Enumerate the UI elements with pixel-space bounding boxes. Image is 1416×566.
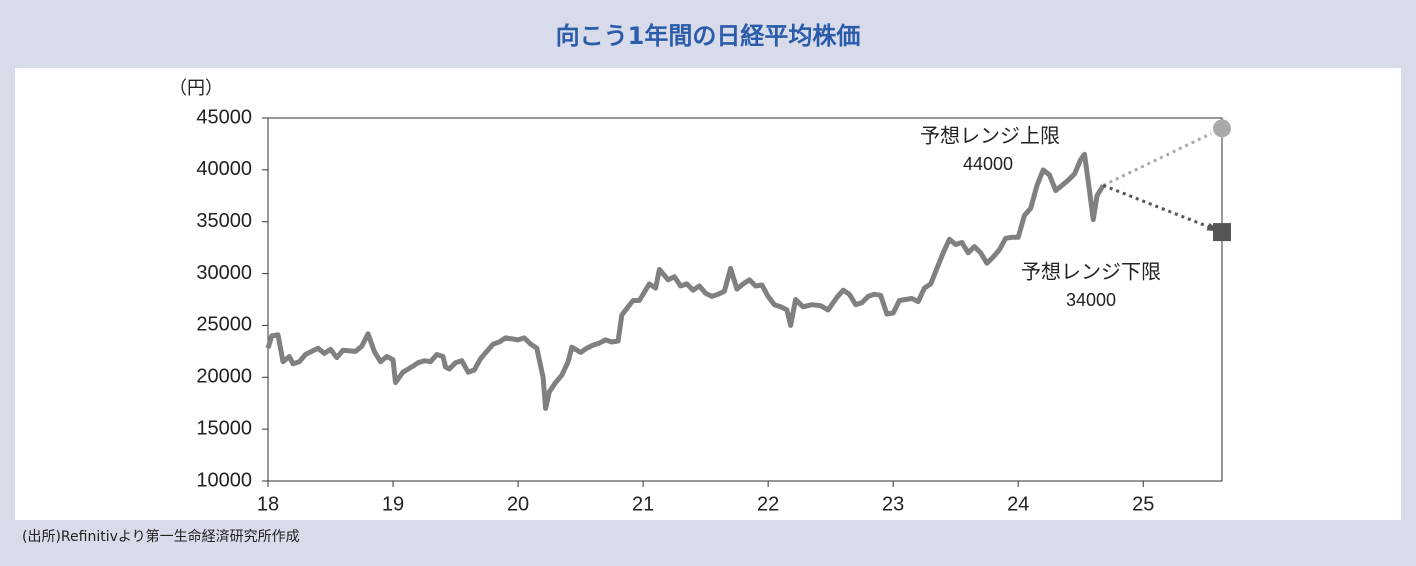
x-tick-label: 25 — [1132, 493, 1154, 515]
y-tick-label: 45000 — [196, 106, 252, 128]
x-tick-label: 20 — [507, 493, 529, 515]
x-tick-label: 18 — [257, 493, 279, 515]
y-tick-label: 30000 — [196, 262, 252, 284]
y-tick-label: 40000 — [196, 158, 252, 180]
forecast-upper-marker — [1213, 119, 1231, 138]
y-tick-label: 25000 — [196, 314, 252, 336]
y-tick-label: 15000 — [196, 417, 252, 439]
plot-frame — [267, 117, 1223, 482]
x-tick-label: 23 — [882, 493, 904, 515]
x-tick-label: 21 — [632, 493, 654, 515]
forecast-lower-value: 34000 — [1066, 290, 1116, 310]
y-tick-label: 10000 — [196, 469, 252, 491]
forecast-lower-marker — [1213, 223, 1231, 242]
x-tick-label: 22 — [757, 493, 779, 515]
y-tick-label: 20000 — [196, 366, 252, 388]
forecast-line — [1102, 132, 1212, 187]
source: (出所)Refinitivより第一生命経済研究所作成 — [22, 528, 300, 545]
y-tick-label: 35000 — [196, 210, 252, 232]
price-line — [265, 151, 1106, 411]
x-tick-label: 24 — [1007, 493, 1029, 515]
forecast-upper-value: 44000 — [963, 154, 1013, 174]
forecast-upper-label: 予想レンジ上限 — [920, 124, 1060, 148]
chart-title: 向こう1年間の日経平均株価 — [556, 22, 861, 50]
forecast-lower-label: 予想レンジ下限 — [1021, 260, 1161, 284]
x-tick-label: 19 — [382, 493, 404, 515]
y-unit: （円） — [169, 78, 223, 99]
forecast-line — [1102, 184, 1212, 230]
